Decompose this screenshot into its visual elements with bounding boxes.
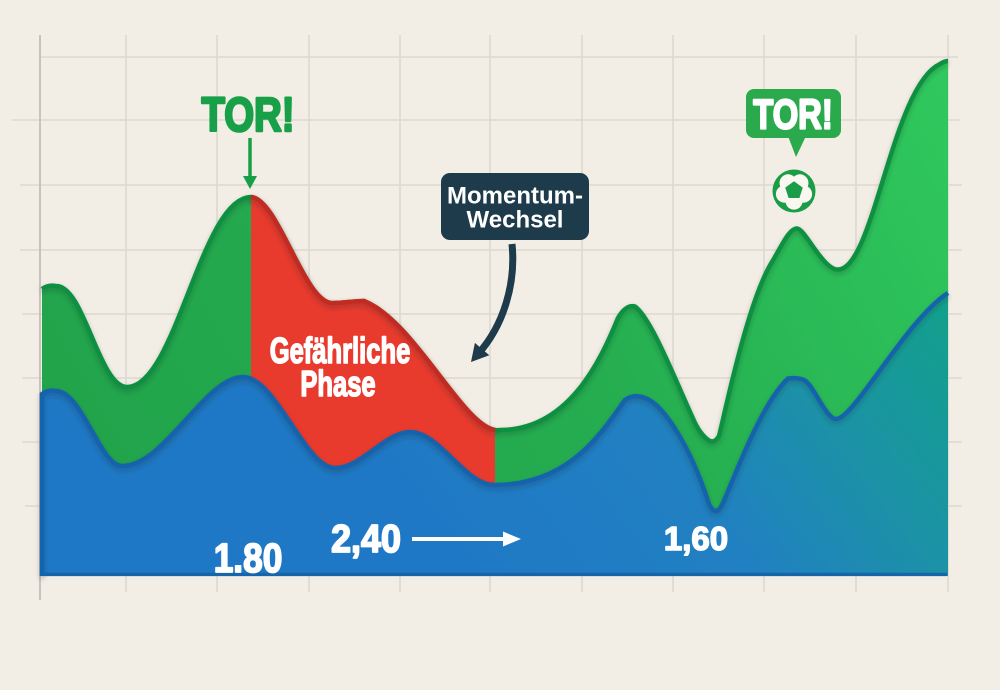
svg-text:Momentum-: Momentum-: [447, 183, 583, 210]
svg-text:1.80: 1.80: [214, 536, 283, 582]
svg-text:1,60: 1,60: [664, 520, 728, 557]
svg-text:Gefährliche: Gefährliche: [270, 331, 411, 371]
svg-text:Wechsel: Wechsel: [467, 207, 564, 234]
svg-text:TOR!: TOR!: [753, 91, 832, 138]
svg-text:2,40: 2,40: [331, 517, 401, 561]
svg-text:TOR!: TOR!: [201, 89, 294, 142]
svg-text:Phase: Phase: [300, 364, 375, 404]
